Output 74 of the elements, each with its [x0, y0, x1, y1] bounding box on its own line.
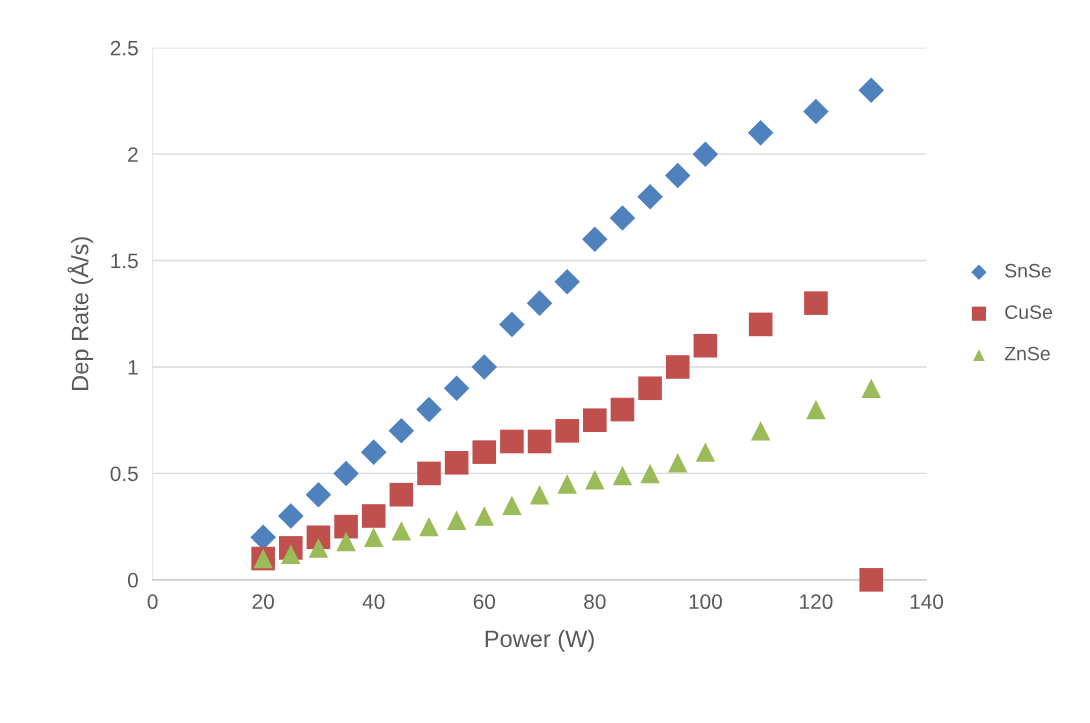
point	[637, 183, 663, 210]
x-tick-label: 80	[584, 594, 606, 610]
point	[526, 290, 553, 316]
point	[419, 516, 439, 537]
y-tick-label: 2	[128, 147, 138, 162]
point	[472, 440, 497, 464]
point	[388, 418, 415, 444]
point	[333, 460, 359, 487]
point	[471, 354, 498, 380]
point	[609, 205, 636, 231]
point	[474, 506, 494, 526]
x-axis-title: Power (W)	[485, 629, 594, 652]
point	[583, 408, 607, 433]
point	[391, 521, 412, 541]
point	[363, 527, 384, 547]
point	[692, 141, 719, 167]
x-tick-label: 100	[689, 594, 722, 610]
point	[305, 481, 332, 508]
point	[803, 98, 829, 125]
point	[529, 484, 550, 505]
x-tick-label: 120	[800, 594, 833, 610]
legend-label: CuSe	[1005, 305, 1052, 319]
y-tick-label: 1	[128, 360, 138, 375]
point	[308, 538, 329, 558]
point	[638, 376, 662, 401]
x-tick-label: 60	[473, 594, 496, 610]
point	[416, 396, 442, 423]
point	[360, 439, 387, 465]
x-tick-label: 140	[910, 594, 944, 610]
point	[389, 482, 414, 507]
point	[554, 269, 580, 295]
x-tick-label: 40	[362, 594, 385, 610]
y-axis-title: Dep Rate (Å/s)	[67, 237, 94, 390]
legend-label: ZnSe	[1004, 346, 1050, 361]
point	[695, 442, 716, 462]
point	[747, 120, 774, 146]
point	[336, 531, 356, 552]
point	[281, 544, 301, 565]
point	[693, 333, 718, 358]
point	[610, 397, 635, 422]
point	[861, 378, 881, 398]
y-tick-label: 0.5	[110, 466, 138, 482]
point	[664, 162, 691, 189]
point	[585, 470, 605, 490]
point	[500, 429, 524, 454]
point	[555, 419, 579, 443]
point	[748, 312, 773, 337]
point	[444, 450, 469, 475]
point	[334, 514, 358, 539]
point	[557, 474, 577, 494]
point	[804, 291, 828, 315]
point	[750, 421, 771, 441]
point	[858, 77, 884, 104]
x-tick-label: 0	[147, 594, 158, 610]
point	[612, 465, 633, 486]
y-tick-label: 1.5	[111, 253, 138, 269]
point	[443, 375, 470, 402]
point	[278, 503, 304, 529]
legend-label: SnSe	[1005, 263, 1051, 278]
point	[502, 495, 522, 516]
point	[582, 226, 608, 253]
point	[417, 461, 441, 486]
point	[668, 453, 688, 473]
point	[665, 355, 690, 379]
y-tick-label: 0	[127, 572, 138, 588]
point	[859, 568, 884, 592]
point	[499, 311, 525, 338]
point	[806, 399, 826, 420]
x-tick-label: 20	[252, 594, 274, 610]
point	[527, 429, 552, 454]
point	[361, 504, 386, 528]
point	[446, 510, 467, 530]
y-tick-label: 2.5	[110, 40, 138, 56]
point	[640, 463, 660, 484]
